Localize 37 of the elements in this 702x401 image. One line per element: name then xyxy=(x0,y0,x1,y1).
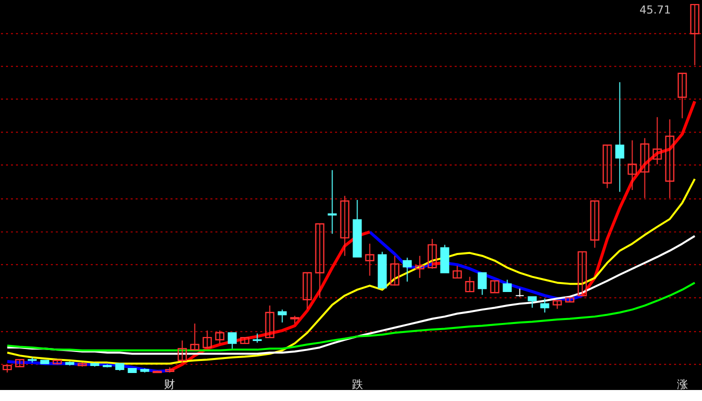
candlestick xyxy=(652,116,662,165)
candlestick xyxy=(490,280,500,294)
candlestick xyxy=(328,170,337,234)
candlestick xyxy=(628,140,637,190)
x-tick-label: 财 xyxy=(164,378,176,391)
candlestick xyxy=(690,4,700,66)
candlestick xyxy=(602,144,612,189)
candlestick xyxy=(340,195,350,256)
candlestick xyxy=(665,118,674,199)
annotation: 45.71 xyxy=(639,4,671,17)
candlestick xyxy=(452,265,462,279)
candlestick xyxy=(178,340,187,364)
candlestick xyxy=(590,200,600,248)
x-tick-label: 涨 xyxy=(676,378,688,391)
candlestick xyxy=(190,323,200,351)
candlestick xyxy=(315,223,324,298)
candlestick xyxy=(252,332,262,344)
candlestick xyxy=(265,305,274,338)
x-tick-label: 跌 xyxy=(352,378,363,391)
candlestick xyxy=(202,330,212,350)
candlestick xyxy=(215,330,224,344)
candlestick xyxy=(640,138,650,199)
candlestick xyxy=(415,255,424,278)
candlestick xyxy=(528,296,537,308)
candlestick xyxy=(402,257,412,282)
candlestick xyxy=(465,276,474,292)
candlestick xyxy=(302,272,312,310)
candlestick xyxy=(578,251,587,296)
candlestick xyxy=(678,72,687,119)
candlestick xyxy=(502,279,512,292)
candlestick xyxy=(615,82,624,192)
candlestick xyxy=(478,272,487,296)
candlestick xyxy=(365,243,374,276)
candlestick xyxy=(228,332,237,350)
candlestick xyxy=(540,298,550,314)
candlestick xyxy=(428,238,437,270)
candlestick xyxy=(390,255,400,286)
